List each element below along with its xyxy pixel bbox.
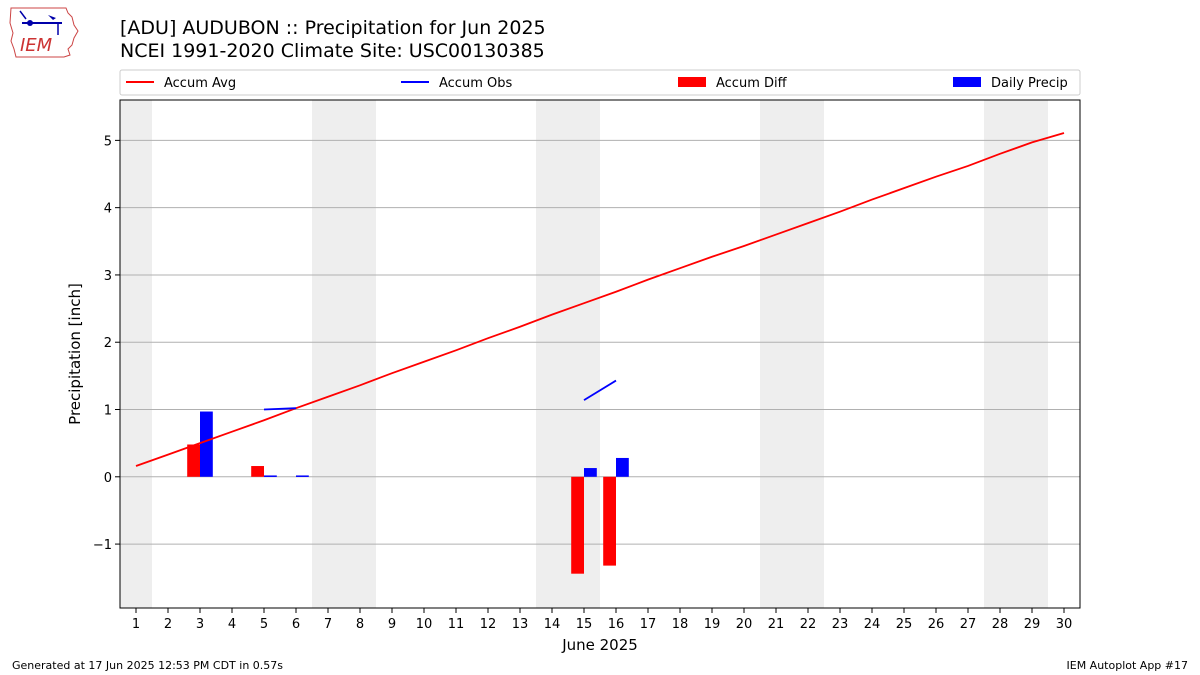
x-tick-label: 30 — [1056, 617, 1073, 632]
x-tick-label: 29 — [1024, 617, 1041, 632]
generated-timestamp: Generated at 17 Jun 2025 12:53 PM CDT in… — [12, 659, 284, 672]
x-axis-label: June 2025 — [561, 636, 638, 654]
x-tick-label: 27 — [960, 617, 977, 632]
weekend-shade — [536, 100, 600, 608]
x-tick-label: 2 — [164, 617, 172, 632]
legend-box — [119, 69, 1081, 96]
daily-precip-bar — [200, 411, 213, 477]
legend-swatch-bar — [953, 77, 981, 87]
daily-precip-bar — [584, 468, 597, 477]
x-tick-label: 3 — [196, 617, 204, 632]
x-tick-label: 8 — [356, 617, 364, 632]
plot-frame — [119, 99, 1081, 609]
y-tick-label: 0 — [104, 471, 112, 486]
x-tick-label: 7 — [324, 617, 332, 632]
x-tick-label: 12 — [480, 617, 497, 632]
daily-precip-bar — [264, 475, 277, 477]
x-tick-label: 25 — [896, 617, 913, 632]
accum-diff-bar — [571, 476, 584, 574]
legend-label: Accum Diff — [716, 76, 788, 91]
x-tick-label: 5 — [260, 617, 268, 632]
accum-diff-bar — [603, 476, 616, 566]
daily-precip-bar — [616, 457, 629, 477]
x-tick-label: 4 — [228, 617, 236, 632]
accum-diff-bar — [187, 444, 200, 477]
weekend-shade — [120, 100, 152, 608]
x-tick-label: 1 — [132, 617, 140, 632]
y-tick-label: 2 — [104, 336, 112, 351]
x-tick-label: 20 — [736, 617, 753, 632]
legend-label: Accum Avg — [164, 76, 236, 91]
logo-text: IEM — [20, 35, 53, 56]
x-tick-label: 15 — [576, 617, 593, 632]
x-tick-label: 17 — [640, 617, 657, 632]
x-tick-label: 14 — [544, 617, 561, 632]
x-tick-label: 22 — [800, 617, 817, 632]
legend-label: Daily Precip — [991, 76, 1068, 91]
y-axis-label: Precipitation [inch] — [66, 283, 84, 425]
y-tick-label: 1 — [104, 404, 112, 419]
chart-subtitle: NCEI 1991-2020 Climate Site: USC00130385 — [120, 40, 545, 62]
x-tick-label: 24 — [864, 617, 881, 632]
y-tick-label: −1 — [93, 538, 112, 553]
daily-precip-bar — [296, 475, 309, 477]
x-tick-label: 21 — [768, 617, 785, 632]
weekend-shade — [760, 100, 824, 608]
weekend-shade — [984, 100, 1048, 608]
x-tick-label: 9 — [388, 617, 396, 632]
y-tick-label: 3 — [104, 269, 112, 284]
x-tick-label: 28 — [992, 617, 1009, 632]
x-tick-label: 6 — [292, 617, 300, 632]
y-tick-label: 4 — [104, 202, 112, 217]
legend-label: Accum Obs — [439, 76, 512, 91]
x-tick-label: 19 — [704, 617, 721, 632]
x-tick-label: 26 — [928, 617, 945, 632]
x-tick-label: 23 — [832, 617, 849, 632]
x-tick-label: 10 — [416, 617, 433, 632]
x-tick-label: 13 — [512, 617, 529, 632]
x-tick-label: 11 — [448, 617, 465, 632]
x-tick-label: 18 — [672, 617, 689, 632]
iem-logo: IEM — [8, 5, 80, 60]
weekend-shade — [312, 100, 376, 608]
accum-avg-line — [135, 132, 1065, 467]
accum-obs-line — [583, 379, 617, 401]
y-tick-label: 5 — [104, 134, 112, 149]
chart-title: [ADU] AUDUBON :: Precipitation for Jun 2… — [120, 17, 546, 39]
legend-swatch-bar — [678, 77, 706, 87]
app-credit: IEM Autoplot App #17 — [1066, 659, 1189, 672]
accum-diff-bar — [251, 466, 264, 477]
accum-obs-line — [263, 407, 297, 411]
x-tick-label: 16 — [608, 617, 625, 632]
